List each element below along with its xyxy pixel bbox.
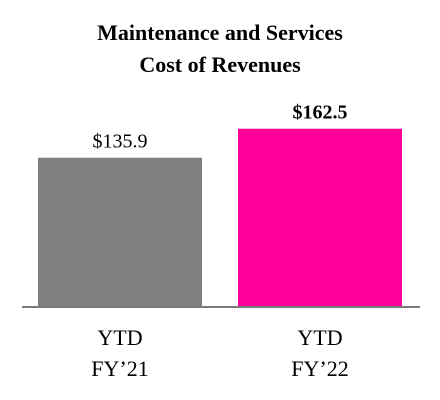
category-label-fy21-line1: YTD [97, 325, 142, 350]
category-label-fy22-line2: FY’22 [291, 356, 348, 381]
category-label-fy21-line2: FY’21 [91, 356, 148, 381]
value-label-fy22: $162.5 [293, 102, 348, 124]
chart-title-line-2: Cost of Revenues [139, 52, 301, 77]
bar-fy22 [238, 128, 402, 306]
bars-group: $135.9 $162.5 [38, 102, 402, 306]
chart-title-line-1: Maintenance and Services [97, 20, 343, 45]
value-label-fy21: $135.9 [93, 131, 148, 153]
bar-fy21 [38, 157, 202, 306]
category-label-fy22-line1: YTD [297, 325, 342, 350]
